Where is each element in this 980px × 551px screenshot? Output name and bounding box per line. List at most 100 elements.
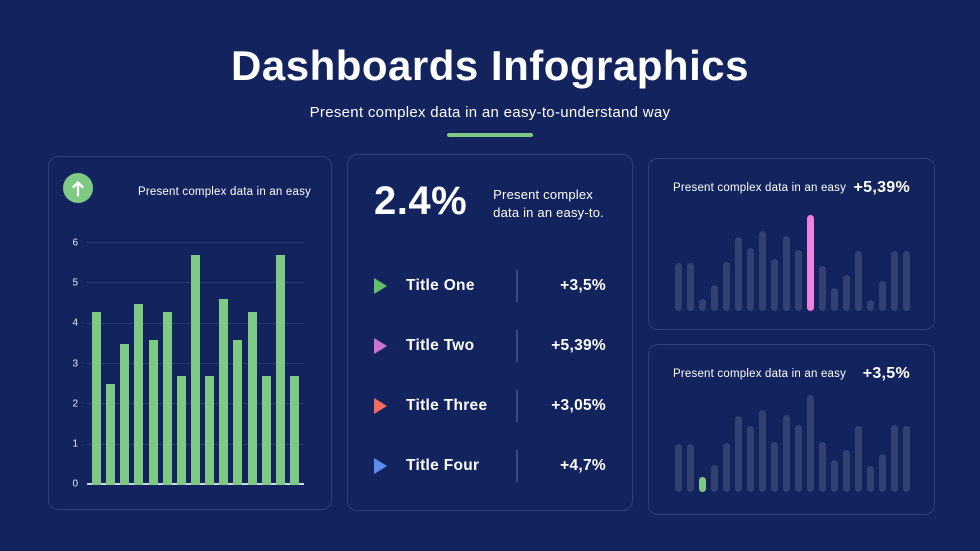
metric-value: +4,7%: [560, 457, 606, 474]
panel-right-top-header: Present complex data in an easy +5,39%: [649, 159, 934, 197]
bar: [247, 311, 257, 485]
stat-row: 2.4% Present complex data in an easy-to.: [374, 179, 606, 224]
bar: [735, 237, 742, 311]
bar: [699, 299, 706, 311]
bar: [190, 255, 200, 485]
bar: [134, 303, 144, 485]
bar: [120, 343, 130, 485]
bar: [903, 426, 910, 492]
metric-value: +3,5%: [560, 277, 606, 294]
panel-right-top-label: Present complex data in an easy: [673, 182, 847, 194]
row-divider: [516, 450, 518, 482]
bar: [759, 410, 766, 492]
gridline: 6: [72, 237, 304, 248]
bar: [106, 384, 116, 485]
bar: [831, 288, 838, 311]
bar: [747, 426, 754, 492]
panel-green-bar-chart: Present complex data in an easy 6 5 4 3 2 1 0: [48, 156, 332, 510]
bar: [771, 442, 778, 492]
panel-right-bottom-label: Present complex data in an easy: [673, 368, 847, 380]
tick-label: 3: [72, 358, 78, 369]
row-divider: [516, 330, 518, 362]
metric-title: Title Four: [406, 457, 480, 474]
bar: [891, 251, 898, 311]
triangle-right-icon: [374, 398, 387, 414]
bar: [795, 425, 802, 492]
bar: [795, 250, 802, 311]
page-title: Dashboards Infographics: [231, 42, 749, 89]
metric-row: Title One +3,5%: [374, 256, 606, 316]
metric-title: Title One: [406, 277, 475, 294]
bar: [92, 311, 101, 485]
bar: [819, 442, 826, 492]
bar: [903, 251, 910, 311]
bar: [261, 376, 271, 485]
bar: [855, 426, 862, 492]
row-divider: [516, 270, 518, 302]
bar: [807, 395, 814, 492]
bar: [675, 263, 682, 311]
panel-right-bottom-header: Present complex data in an easy +3,5%: [649, 345, 934, 383]
bar: [711, 285, 718, 311]
capsule-bar-chart-green: [675, 392, 910, 492]
tick-label: 2: [72, 398, 78, 410]
metric-rows: Title One +3,5% Title Two +5,39% Title T…: [374, 256, 606, 496]
tick-label: 4: [72, 317, 78, 329]
panel-left-label: Present complex data in an easy: [137, 186, 311, 198]
bar: [843, 275, 850, 311]
panel-capsule-chart-bottom: Present complex data in an easy +3,5%: [648, 344, 935, 515]
bar: [759, 231, 766, 311]
accent-underline: [447, 133, 533, 137]
bar: [891, 425, 898, 492]
panel-capsule-chart-top: Present complex data in an easy +5,39%: [648, 158, 935, 330]
bar: [275, 255, 285, 485]
arrow-up-circle-icon: [63, 173, 93, 203]
bar: [831, 460, 838, 492]
bar: [687, 444, 694, 492]
triangle-right-icon: [374, 458, 387, 474]
bar: [783, 236, 790, 311]
panel-right-bottom-value: +3,5%: [862, 365, 910, 382]
triangle-right-icon: [374, 338, 387, 354]
bar: [807, 215, 814, 311]
tick-label: 1: [72, 438, 78, 450]
tick-label: 5: [72, 277, 78, 289]
bars-wrap: [87, 243, 304, 485]
panel-stats: 2.4% Present complex data in an easy-to.…: [347, 154, 633, 511]
metric-row: Title Three +3,05%: [374, 376, 606, 436]
bar: [879, 454, 886, 492]
bar: [289, 376, 299, 485]
bar: [843, 450, 850, 492]
panel-left-header: Present complex data in an easy: [49, 157, 331, 203]
bar: [233, 339, 243, 485]
bar: [867, 466, 874, 492]
bar: [867, 300, 874, 311]
stat-value: 2.4%: [374, 179, 468, 223]
metric-row: Title Two +5,39%: [374, 316, 606, 376]
bar: [819, 266, 826, 311]
metric-row: Title Four +4,7%: [374, 436, 606, 496]
page-subtitle: Present complex data in an easy-to-under…: [309, 104, 671, 121]
arrow-up-icon: [72, 180, 84, 197]
bar: [723, 443, 730, 492]
bar: [675, 444, 682, 492]
bar: [879, 281, 886, 311]
triangle-right-icon: [374, 278, 387, 294]
bar: [148, 339, 158, 485]
metric-title: Title Two: [406, 337, 475, 354]
bar: [771, 259, 778, 311]
metric-title: Title Three: [406, 397, 488, 414]
metric-value: +3,05%: [551, 397, 606, 414]
tick-label: 6: [72, 237, 78, 248]
row-divider: [516, 390, 518, 422]
bar: [855, 251, 862, 311]
bar: [219, 299, 229, 485]
bar: [735, 416, 742, 492]
metric-value: +5,39%: [551, 337, 606, 354]
stat-caption: Present complex data in an easy-to.: [493, 187, 604, 220]
bar: [176, 376, 186, 485]
bar: [723, 262, 730, 311]
bar: [205, 376, 215, 485]
bar: [711, 465, 718, 492]
